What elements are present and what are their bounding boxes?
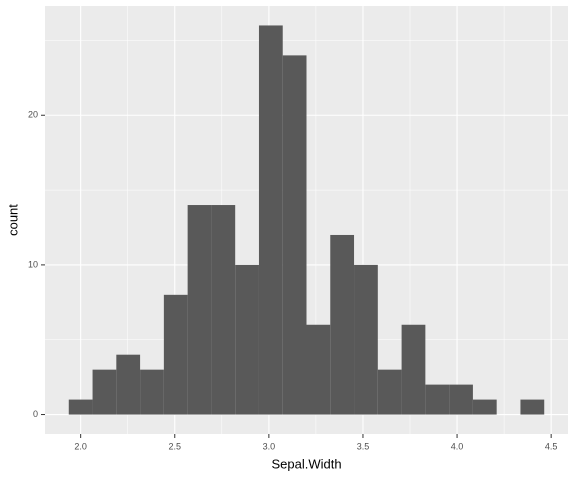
x-tick-label: 2.0 — [74, 441, 87, 451]
bar — [211, 205, 236, 415]
bar — [377, 369, 402, 415]
y-axis-title: count — [5, 204, 20, 236]
bar — [354, 264, 378, 415]
bar — [425, 384, 450, 415]
bar — [116, 354, 141, 415]
bar — [258, 25, 283, 415]
bar — [163, 294, 188, 415]
x-tick-label: 3.0 — [263, 441, 276, 451]
bar — [282, 55, 307, 415]
y-tick-label: 10 — [28, 259, 38, 269]
bar — [235, 264, 259, 415]
bar — [401, 324, 426, 415]
x-axis-title: Sepal.Width — [271, 456, 341, 471]
bar — [330, 234, 355, 415]
bar — [449, 384, 473, 415]
x-tick-label: 3.5 — [357, 441, 370, 451]
bar — [472, 399, 497, 415]
bar — [68, 399, 93, 415]
bar — [187, 205, 212, 415]
bar — [520, 399, 545, 415]
bar — [92, 369, 117, 415]
y-tick-label: 0 — [33, 409, 38, 419]
bar — [306, 324, 331, 415]
x-tick-label: 4.0 — [451, 441, 464, 451]
x-tick-label: 4.5 — [545, 441, 558, 451]
y-tick-label: 20 — [28, 110, 38, 120]
bar — [140, 369, 164, 415]
x-tick-label: 2.5 — [169, 441, 182, 451]
